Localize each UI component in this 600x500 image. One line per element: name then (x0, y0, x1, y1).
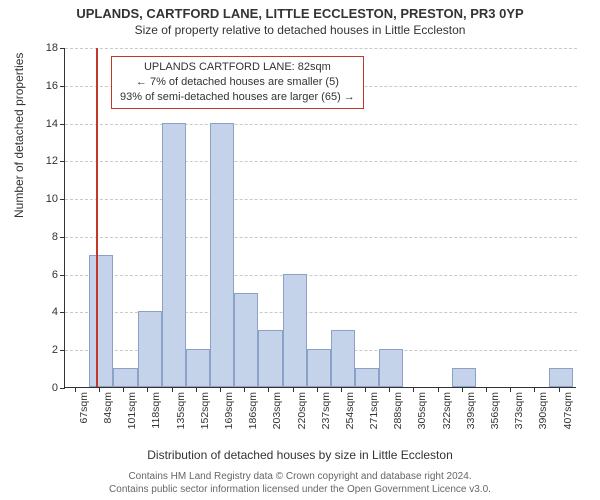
xtick-mark (99, 387, 100, 392)
footer-line2: Contains public sector information licen… (0, 483, 600, 496)
xtick-label: 322sqm (441, 392, 453, 429)
xtick-mark (559, 387, 560, 392)
histogram-bar (258, 330, 282, 387)
xtick-label: 220sqm (296, 392, 308, 429)
xtick-label: 186sqm (247, 392, 259, 429)
xtick-label: 84sqm (102, 392, 114, 424)
chart-subtitle: Size of property relative to detached ho… (0, 21, 600, 37)
ytick-mark (60, 312, 65, 313)
annotation-line1: UPLANDS CARTFORD LANE: 82sqm (120, 60, 355, 75)
xtick-mark (510, 387, 511, 392)
ytick-label: 6 (28, 269, 58, 281)
xtick-label: 203sqm (271, 392, 283, 429)
histogram-bar (379, 349, 403, 387)
annotation-box: UPLANDS CARTFORD LANE: 82sqm← 7% of deta… (111, 56, 364, 109)
y-axis-label: Number of detached properties (12, 53, 26, 218)
histogram-bar (331, 330, 355, 387)
xtick-label: 271sqm (368, 392, 380, 429)
xtick-mark (365, 387, 366, 392)
xtick-mark (172, 387, 173, 392)
histogram-bar (355, 368, 379, 387)
ytick-mark (60, 124, 65, 125)
histogram-bar (113, 368, 137, 387)
xtick-label: 288sqm (392, 392, 404, 429)
ytick-mark (60, 48, 65, 49)
ytick-mark (60, 86, 65, 87)
gridline (65, 124, 577, 125)
annotation-line3: 93% of semi-detached houses are larger (… (120, 90, 355, 105)
xtick-label: 67sqm (78, 392, 90, 424)
chart-container: UPLANDS, CARTFORD LANE, LITTLE ECCLESTON… (0, 0, 600, 500)
ytick-label: 2 (28, 344, 58, 356)
xtick-mark (123, 387, 124, 392)
ytick-mark (60, 388, 65, 389)
xtick-label: 152sqm (199, 392, 211, 429)
ytick-label: 4 (28, 306, 58, 318)
footer-attribution: Contains HM Land Registry data © Crown c… (0, 470, 600, 496)
ytick-mark (60, 199, 65, 200)
ytick-label: 12 (28, 155, 58, 167)
ytick-mark (60, 275, 65, 276)
xtick-mark (438, 387, 439, 392)
reference-line (96, 48, 98, 387)
plot-area: UPLANDS CARTFORD LANE: 82sqm← 7% of deta… (64, 48, 576, 388)
xtick-mark (147, 387, 148, 392)
xtick-mark (486, 387, 487, 392)
ytick-mark (60, 350, 65, 351)
plot-wrap: UPLANDS CARTFORD LANE: 82sqm← 7% of deta… (64, 48, 576, 388)
xtick-mark (196, 387, 197, 392)
xtick-label: 135sqm (175, 392, 187, 429)
x-axis-label: Distribution of detached houses by size … (0, 448, 600, 462)
ytick-mark (60, 237, 65, 238)
xtick-mark (220, 387, 221, 392)
xtick-mark (317, 387, 318, 392)
footer-line1: Contains HM Land Registry data © Crown c… (0, 470, 600, 483)
xtick-mark (389, 387, 390, 392)
xtick-mark (534, 387, 535, 392)
gridline (65, 275, 577, 276)
histogram-bar (162, 123, 186, 387)
histogram-bar (210, 123, 234, 387)
xtick-label: 169sqm (223, 392, 235, 429)
xtick-label: 118sqm (150, 392, 162, 429)
histogram-bar (549, 368, 573, 387)
histogram-bar (307, 349, 331, 387)
xtick-mark (268, 387, 269, 392)
xtick-label: 305sqm (416, 392, 428, 429)
gridline (65, 199, 577, 200)
gridline (65, 237, 577, 238)
xtick-mark (244, 387, 245, 392)
chart-title: UPLANDS, CARTFORD LANE, LITTLE ECCLESTON… (0, 0, 600, 21)
xtick-label: 254sqm (344, 392, 356, 429)
xtick-mark (293, 387, 294, 392)
histogram-bar (452, 368, 476, 387)
xtick-label: 339sqm (465, 392, 477, 429)
xtick-mark (341, 387, 342, 392)
xtick-label: 101sqm (126, 392, 138, 429)
xtick-label: 356sqm (489, 392, 501, 429)
histogram-bar (234, 293, 258, 387)
xtick-label: 237sqm (320, 392, 332, 429)
ytick-label: 18 (28, 42, 58, 54)
histogram-bar (283, 274, 307, 387)
xtick-mark (413, 387, 414, 392)
xtick-mark (75, 387, 76, 392)
histogram-bar (138, 311, 162, 387)
annotation-line2: ← 7% of detached houses are smaller (5) (120, 75, 355, 90)
histogram-bar (89, 255, 113, 387)
ytick-mark (60, 161, 65, 162)
histogram-bar (186, 349, 210, 387)
ytick-label: 14 (28, 118, 58, 130)
ytick-label: 16 (28, 80, 58, 92)
xtick-label: 390sqm (537, 392, 549, 429)
xtick-label: 407sqm (562, 392, 574, 429)
ytick-label: 10 (28, 193, 58, 205)
gridline (65, 48, 577, 49)
xtick-label: 373sqm (513, 392, 525, 429)
ytick-label: 0 (28, 382, 58, 394)
ytick-label: 8 (28, 231, 58, 243)
xtick-mark (462, 387, 463, 392)
gridline (65, 161, 577, 162)
